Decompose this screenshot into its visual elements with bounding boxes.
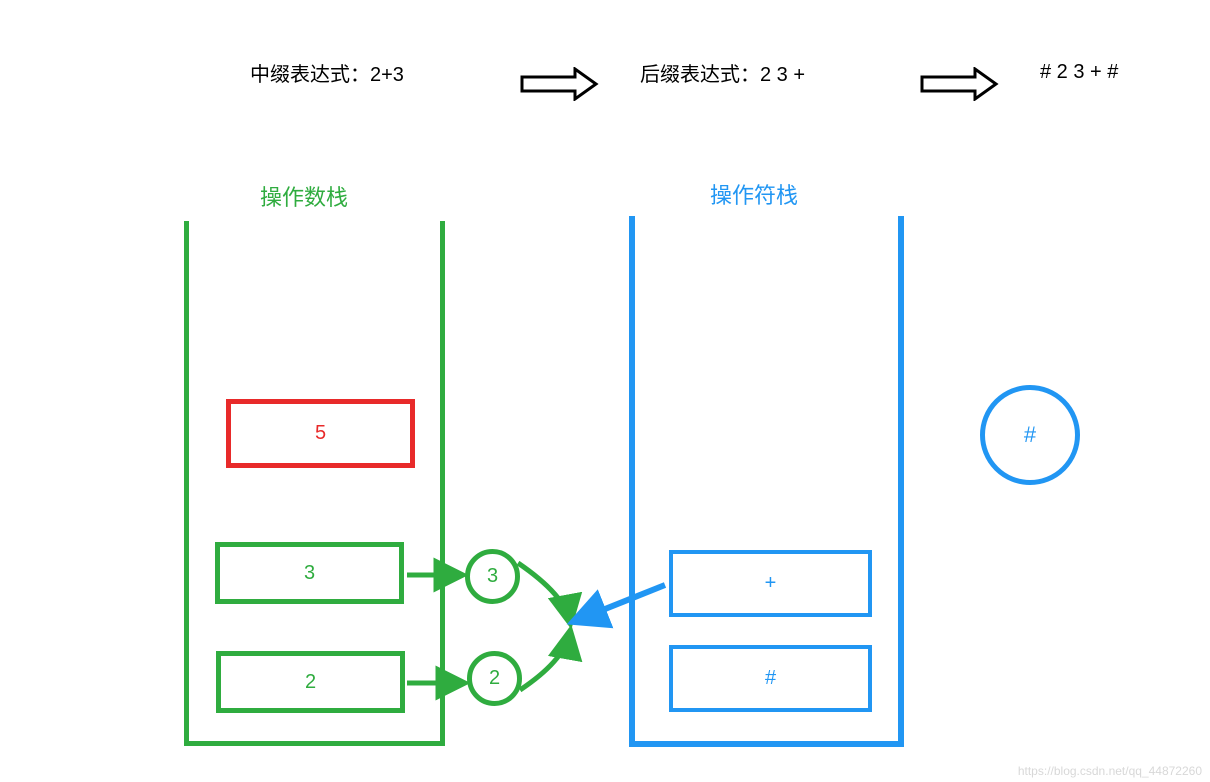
terminator-hash-circle: # [980, 385, 1080, 485]
popped-operand-3-circle: 3 [465, 549, 520, 604]
operator-stack-title: 操作符栈 [710, 178, 798, 210]
operator-slot-hash: # [669, 645, 872, 712]
operand-stack-title: 操作数栈 [260, 180, 348, 212]
popped-operand-2-circle: 2 [467, 651, 522, 706]
arrow-icon [920, 67, 1000, 101]
infix-expression-label: 中缀表达式：2+3 [250, 58, 404, 87]
arrow-icon [520, 67, 600, 101]
watermark-label: https://blog.csdn.net/qq_44872260 [1018, 764, 1202, 778]
operand-merge-curve-icon [520, 632, 570, 690]
operand-slot-2: 2 [216, 651, 405, 713]
postfix-expression-label: 后缀表达式：2 3 + [640, 58, 805, 87]
final-expression-label: # 2 3 + # [1040, 61, 1118, 84]
operand-merge-curve-icon [518, 563, 570, 622]
operand-slot-3: 3 [215, 542, 404, 604]
operator-slot-plus: + [669, 550, 872, 617]
operand-slot-result: 5 [226, 399, 415, 468]
